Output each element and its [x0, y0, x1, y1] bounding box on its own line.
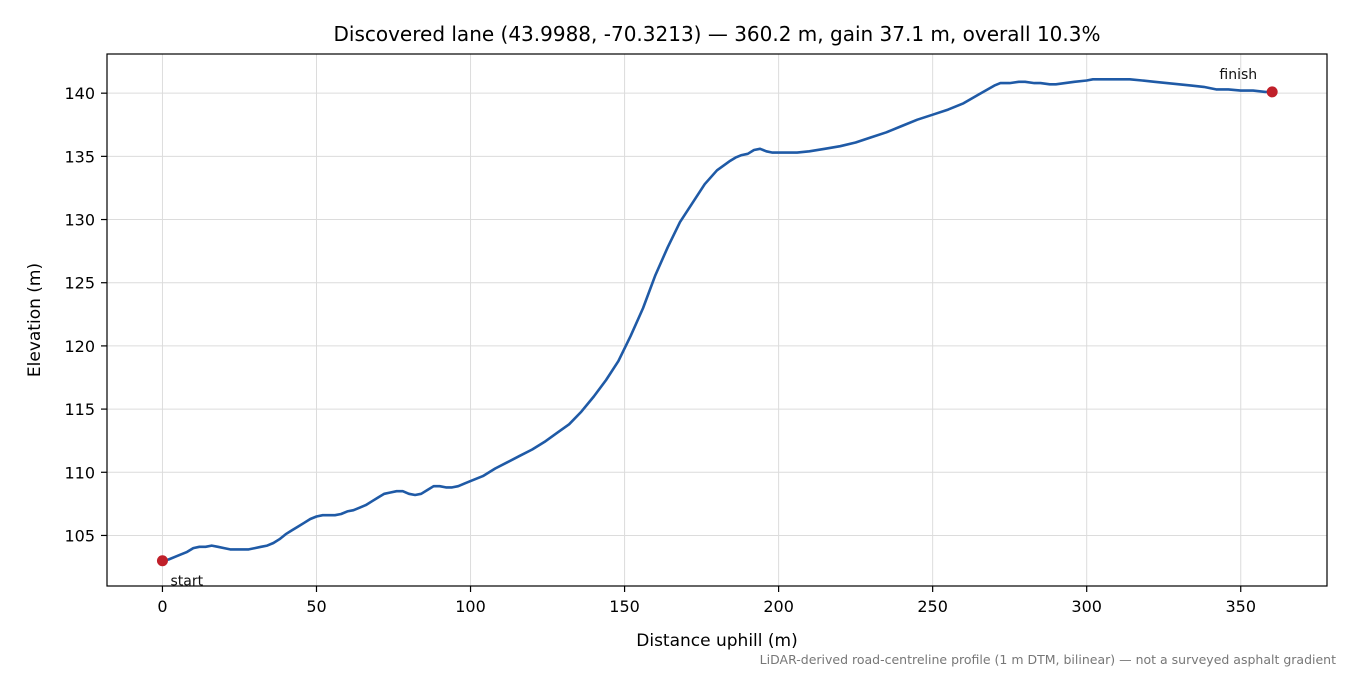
finish-marker [1266, 86, 1278, 98]
x-tick-label: 0 [157, 597, 167, 616]
endpoint-markers: start finish [156, 67, 1278, 590]
y-tick-label: 135 [64, 147, 95, 166]
y-axis-ticks: 105 110 115 120 125 130 135 140 [64, 84, 107, 545]
x-axis-ticks: 0 50 100 150 200 250 300 350 [157, 586, 1256, 616]
start-marker [156, 555, 168, 567]
y-tick-label: 130 [64, 211, 95, 230]
x-tick-label: 150 [609, 597, 640, 616]
start-label: start [170, 574, 203, 590]
chart-title: Discovered lane (43.9988, -70.3213) — 36… [333, 22, 1100, 46]
y-tick-label: 120 [64, 337, 95, 356]
y-tick-label: 125 [64, 274, 95, 293]
x-axis-label: Distance uphill (m) [636, 631, 797, 651]
x-tick-label: 100 [455, 597, 486, 616]
y-tick-label: 115 [64, 400, 95, 419]
x-tick-label: 250 [917, 597, 948, 616]
y-tick-label: 110 [64, 463, 95, 482]
x-tick-label: 50 [306, 597, 326, 616]
finish-label: finish [1219, 67, 1257, 83]
plot-area-frame [106, 53, 1328, 587]
x-tick-label: 200 [763, 597, 794, 616]
grid-lines [107, 54, 1327, 586]
elevation-profile-line [161, 78, 1274, 562]
x-tick-label: 300 [1071, 597, 1102, 616]
y-tick-label: 140 [64, 84, 95, 103]
y-axis-label: Elevation (m) [25, 263, 45, 377]
footnote: LiDAR-derived road-centreline profile (1… [760, 652, 1336, 667]
y-tick-label: 105 [64, 526, 95, 545]
x-tick-label: 350 [1225, 597, 1256, 616]
